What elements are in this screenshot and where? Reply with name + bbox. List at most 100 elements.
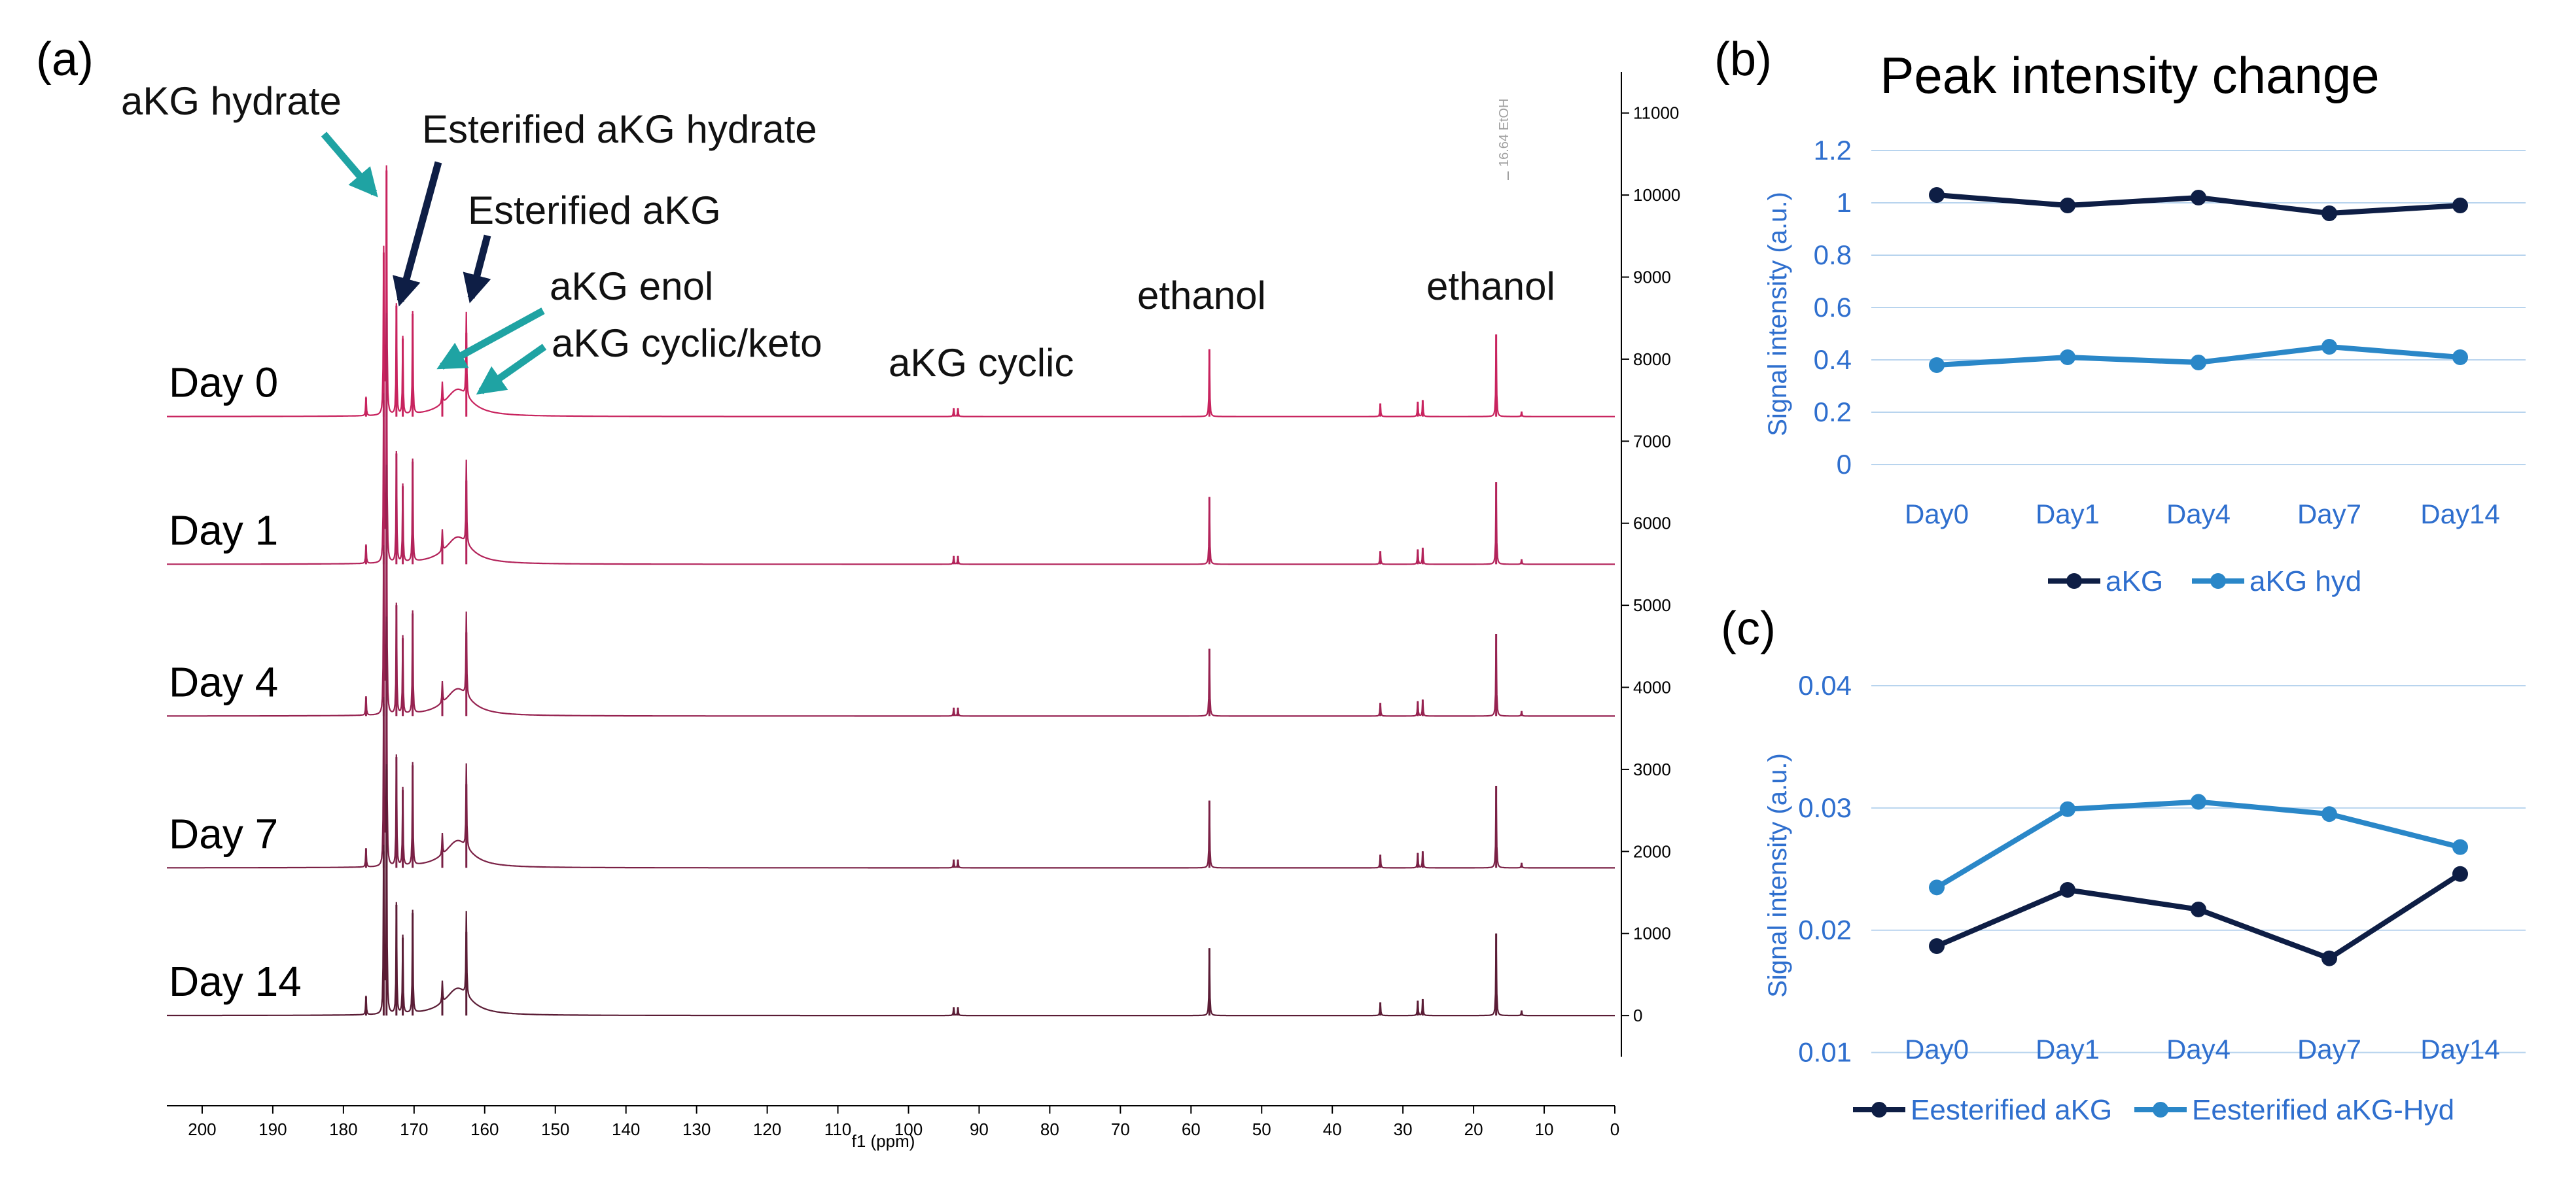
nmr-x-tick-label: 20 (1464, 1119, 1483, 1139)
series-point-1 (2452, 349, 2468, 365)
legend-label: aKG hyd (2250, 565, 2361, 597)
y-tick-label: 0.02 (1798, 915, 1852, 945)
nmr-day-label: Day 0 (169, 359, 278, 406)
line-chart-c: Signal intensity (a.u.) 0.01 0.02 0.03 0.04… (1763, 670, 2526, 1126)
chart-b-legend: aKG aKG hyd (2048, 565, 2361, 597)
legend-marker (1871, 1102, 1887, 1118)
nmr-y-tick-label: 2000 (1633, 841, 1671, 861)
nmr-x-tick-label: 160 (470, 1119, 499, 1139)
arrow-akg-hydrate (321, 132, 378, 198)
legend-marker (2066, 573, 2082, 589)
x-tick-label: Day4 (2166, 499, 2231, 529)
annotation-akg-cyclic: aKG cyclic (889, 341, 1074, 385)
series-point-0 (2060, 198, 2075, 213)
nmr-x-tick-label: 110 (824, 1119, 851, 1139)
series-point-1 (1929, 357, 1945, 373)
nmr-x-tick-label: 150 (541, 1119, 569, 1139)
legend-label: Eesterified aKG (1911, 1094, 2112, 1126)
arrow-esterified-akg (463, 234, 491, 304)
annotation-esterified-akg: Esterified aKG (468, 188, 721, 232)
nmr-y-tick-label: 3000 (1633, 760, 1671, 779)
nmr-x-tick-label: 70 (1111, 1119, 1130, 1139)
nmr-traces (167, 165, 1615, 1017)
series-point-1 (2191, 355, 2206, 370)
series-point-1 (2321, 806, 2337, 822)
annotation-akg-cyclic-keto: aKG cyclic/keto (552, 321, 822, 365)
annotation-ethanol-17: ethanol (1426, 264, 1555, 308)
x-tick-label: Day0 (1905, 499, 1969, 529)
nmr-x-tick-label: 100 (894, 1119, 923, 1139)
arrow-akg-cyclic-keto (476, 344, 547, 395)
nmr-x-tick-label: 180 (329, 1119, 357, 1139)
chart-b-ylabel: Signal intensity (a.u.) (1763, 192, 1792, 436)
nmr-x-tick-label: 130 (682, 1119, 711, 1139)
nmr-day-label: Day 14 (169, 958, 302, 1005)
x-tick-label: Day4 (2166, 1034, 2231, 1065)
nmr-y-tick-label: 0 (1633, 1006, 1642, 1025)
y-tick-label: 0.04 (1798, 670, 1852, 701)
y-tick-label: 1 (1837, 187, 1852, 218)
nmr-x-tick-label: 0 (1610, 1119, 1619, 1139)
nmr-x-tick-label: 40 (1323, 1119, 1342, 1139)
legend-label: aKG (2106, 565, 2163, 597)
nmr-y-tick-label: 10000 (1633, 185, 1680, 205)
nmr-y-tick-label: 9000 (1633, 268, 1671, 287)
x-tick-label: Day1 (2036, 1034, 2100, 1065)
series-point-0 (2321, 205, 2337, 221)
y-tick-label: 0 (1837, 449, 1852, 480)
series-point-0 (2191, 901, 2206, 917)
arrow-esterified-akg-hydrate (393, 161, 442, 307)
nmr-trace-day-0 (167, 165, 1615, 417)
nmr-y-tick-label: 11000 (1633, 103, 1679, 123)
y-tick-label: 0.6 (1814, 292, 1852, 323)
x-tick-label: Day14 (2420, 1034, 2499, 1065)
annotation-akg-enol: aKG enol (550, 264, 713, 308)
nmr-day-label: Day 4 (169, 658, 278, 705)
series-point-0 (2191, 190, 2206, 205)
chart-c-ylabel: Signal intensity (a.u.) (1763, 753, 1792, 998)
series-point-1 (2060, 801, 2075, 817)
chart-c-legend: Eesterified aKG Eesterified aKG-Hyd (1853, 1094, 2454, 1126)
x-tick-label: Day7 (2297, 1034, 2361, 1065)
chart-c-series (1929, 794, 2468, 966)
nmr-x-axis-label: f1 (ppm) (852, 1131, 915, 1151)
legend-marker (2210, 573, 2226, 589)
nmr-y-tick-label: 5000 (1633, 595, 1671, 615)
nmr-day-label: Day 7 (169, 810, 278, 857)
chart-b-y-ticks: 0 0.2 0.4 0.6 0.8 1 1.2 (1814, 135, 1852, 480)
annotation-ethanol-57: ethanol (1137, 273, 1266, 317)
panel-label-a: (a) (36, 33, 94, 86)
series-point-1 (2452, 839, 2468, 855)
nmr-trace-day-7 (167, 616, 1615, 869)
series-point-1 (1929, 879, 1945, 896)
nmr-x-tick-label: 60 (1182, 1119, 1201, 1139)
y-tick-label: 1.2 (1814, 135, 1852, 166)
y-tick-label: 0.03 (1798, 792, 1852, 823)
nmr-trace-day-1 (167, 313, 1615, 565)
y-tick-label: 0.8 (1814, 239, 1852, 270)
annotation-esterified-akg-hydrate: Esterified aKG hydrate (422, 107, 817, 151)
series-point-0 (2321, 950, 2337, 966)
nmr-y-tick-label: 6000 (1633, 514, 1671, 533)
series-point-1 (2060, 349, 2075, 365)
chart-c-y-ticks: 0.01 0.02 0.03 0.04 (1798, 670, 1852, 1068)
annotation-akg-hydrate: aKG hydrate (121, 79, 342, 123)
chart-c-x-ticks: Day0 Day1 Day4 Day7 Day14 (1905, 1034, 2500, 1065)
series-point-0 (2060, 882, 2075, 898)
nmr-x-tick-label: 170 (400, 1119, 428, 1139)
nmr-x-tick-label: 30 (1394, 1119, 1413, 1139)
x-tick-label: Day14 (2420, 499, 2499, 529)
nmr-y-tick-label: 1000 (1633, 924, 1671, 943)
nmr-x-tick-label: 90 (970, 1119, 989, 1139)
nmr-x-tick-label: 120 (753, 1119, 781, 1139)
chart-b-series (1929, 187, 2468, 373)
series-point-0 (2452, 866, 2468, 882)
chart-b-title: Peak intensity change (1880, 46, 2379, 104)
nmr-x-tick-label: 10 (1535, 1119, 1554, 1139)
series-point-0 (2452, 198, 2468, 213)
nmr-x-tick-label: 140 (612, 1119, 640, 1139)
nmr-annotations: aKG hydrate Esterified aKG hydrate Ester… (121, 79, 1555, 395)
y-tick-label: 0.01 (1798, 1037, 1852, 1068)
series-point-1 (2321, 339, 2337, 355)
